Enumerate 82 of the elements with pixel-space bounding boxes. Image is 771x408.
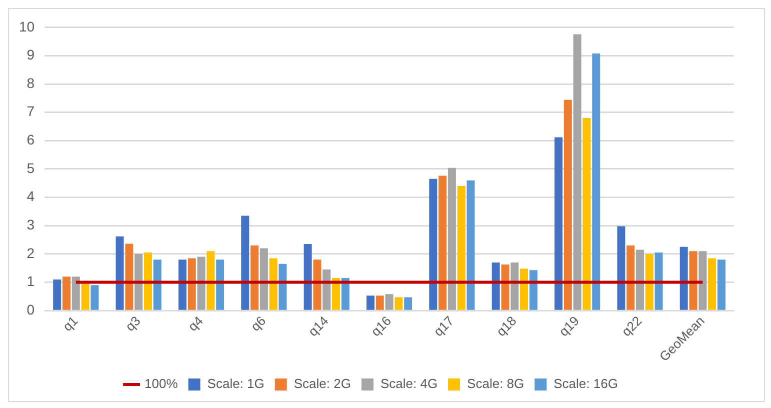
- bar: [717, 260, 726, 310]
- x-tick-label: q1: [60, 313, 81, 334]
- bar: [125, 244, 134, 310]
- legend-label: 100%: [144, 376, 178, 392]
- y-tick-label: 4: [26, 188, 35, 204]
- bar: [153, 260, 162, 310]
- y-tick-label: 7: [26, 103, 35, 120]
- y-tick-label: 1: [26, 273, 35, 290]
- y-tick-label: 9: [26, 46, 35, 63]
- bar: [680, 246, 688, 310]
- y-tick-label: 0: [26, 301, 35, 318]
- bar: [216, 260, 224, 310]
- y-tick-label: 3: [26, 216, 35, 232]
- bar: [178, 260, 186, 310]
- bar: [385, 294, 394, 310]
- y-tick-label: 8: [26, 74, 35, 91]
- bar: [394, 297, 403, 310]
- x-tick-label: q4: [185, 313, 206, 334]
- bar: [116, 236, 124, 310]
- y-tick-label: 10: [18, 18, 35, 34]
- bar: [81, 282, 90, 310]
- bar: [689, 251, 698, 310]
- bar: [592, 53, 600, 310]
- bar: [241, 216, 250, 310]
- bar: [304, 244, 312, 310]
- legend-label: Scale: 2G: [294, 376, 351, 392]
- bar: [376, 296, 384, 310]
- bar: [529, 270, 538, 310]
- x-tick-label: q22: [618, 313, 645, 340]
- y-tick-label: 6: [26, 132, 35, 148]
- bar: [72, 276, 80, 310]
- bar: [341, 278, 350, 310]
- bar: [582, 118, 591, 310]
- bar: [313, 260, 322, 310]
- bar: [144, 252, 152, 310]
- legend-label: Scale: 1G: [207, 376, 264, 392]
- bar: [457, 186, 466, 310]
- bar: [626, 245, 635, 310]
- bar: [206, 251, 215, 310]
- bar: [269, 258, 278, 310]
- bar: [698, 251, 707, 310]
- x-tick-label: q17: [430, 313, 457, 340]
- bar: [134, 254, 143, 310]
- bar: [617, 226, 626, 310]
- bar: [492, 262, 500, 310]
- bar: [510, 262, 519, 310]
- x-tick-label: q6: [248, 313, 269, 334]
- bar: [564, 100, 572, 310]
- bar: [90, 285, 99, 310]
- x-tick-label: q19: [556, 313, 582, 340]
- bar: [645, 254, 654, 310]
- bar: [322, 270, 331, 310]
- bar: [520, 268, 528, 310]
- bar: [636, 250, 644, 310]
- bar: [250, 245, 259, 310]
- bar: [654, 252, 663, 310]
- bar: [366, 296, 374, 310]
- x-tick-label: q3: [122, 313, 144, 334]
- bar: [62, 276, 71, 310]
- bar: [554, 137, 563, 310]
- bar: [708, 258, 716, 310]
- bar: [438, 176, 447, 310]
- bar: [404, 297, 412, 310]
- legend-label: Scale: 8G: [467, 376, 524, 392]
- bar: [466, 180, 475, 310]
- bar: [429, 178, 438, 310]
- bar: [260, 248, 268, 310]
- x-tick-label: q18: [493, 313, 520, 340]
- bar: [197, 256, 206, 310]
- y-tick-label: 5: [26, 160, 35, 176]
- x-tick-label: q16: [368, 313, 394, 340]
- bar: [573, 34, 582, 310]
- bar: [332, 278, 340, 310]
- y-tick-label: 2: [26, 244, 35, 261]
- bar: [188, 258, 196, 310]
- bar: [53, 279, 62, 310]
- x-tick-label: q14: [305, 313, 332, 340]
- bar: [278, 264, 287, 310]
- legend-label: Scale: 16G: [554, 376, 618, 392]
- legend-label: Scale: 4G: [380, 376, 438, 392]
- bar: [501, 264, 510, 310]
- bar: [448, 168, 456, 310]
